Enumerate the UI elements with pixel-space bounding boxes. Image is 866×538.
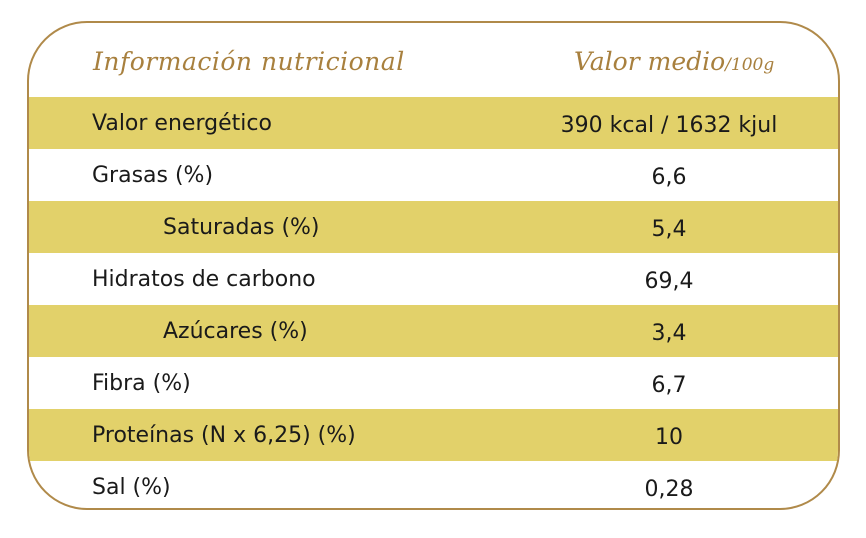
header-average-value: Valor medio/100g xyxy=(574,47,774,76)
table-row-carbohydrates: Hidratos de carbono 69,4 xyxy=(29,253,838,305)
nutrition-rows: Valor energético 390 kcal / 1632 kjul Gr… xyxy=(29,97,838,508)
row-value: 390 kcal / 1632 kjul xyxy=(560,113,778,138)
table-row-sugars: Azúcares (%) 3,4 xyxy=(29,305,838,357)
row-label: Grasas (%) xyxy=(92,163,214,188)
header-nutrition-info: Información nutricional xyxy=(93,47,405,76)
table-row-saturated: Saturadas (%) 5,4 xyxy=(29,201,838,253)
row-label: Proteínas (N x 6,25) (%) xyxy=(92,423,356,448)
nutrition-table-card: Información nutricional Valor medio/100g… xyxy=(27,21,840,510)
row-value: 3,4 xyxy=(651,321,687,346)
row-value: 10 xyxy=(655,425,683,450)
table-row-fiber: Fibra (%) 6,7 xyxy=(29,357,838,409)
row-label: Fibra (%) xyxy=(92,371,191,396)
header-unit: /100g xyxy=(725,55,775,75)
row-label: Azúcares (%) xyxy=(163,319,308,344)
header-average-value-label: Valor medio xyxy=(574,47,726,76)
table-row-protein: Proteínas (N x 6,25) (%) 10 xyxy=(29,409,838,461)
row-label: Saturadas (%) xyxy=(163,215,320,240)
table-row-fat: Grasas (%) 6,6 xyxy=(29,149,838,201)
row-value: 6,6 xyxy=(651,165,687,190)
row-value: 0,28 xyxy=(644,477,694,502)
table-row-salt: Sal (%) 0,28 xyxy=(29,461,838,508)
row-label: Sal (%) xyxy=(92,475,171,500)
row-value: 6,7 xyxy=(651,373,687,398)
table-header: Información nutricional Valor medio/100g xyxy=(29,23,838,96)
table-row-energy: Valor energético 390 kcal / 1632 kjul xyxy=(29,97,838,149)
row-value: 5,4 xyxy=(651,217,687,242)
row-label: Hidratos de carbono xyxy=(92,267,316,292)
row-value: 69,4 xyxy=(644,269,694,294)
row-label: Valor energético xyxy=(92,111,272,136)
